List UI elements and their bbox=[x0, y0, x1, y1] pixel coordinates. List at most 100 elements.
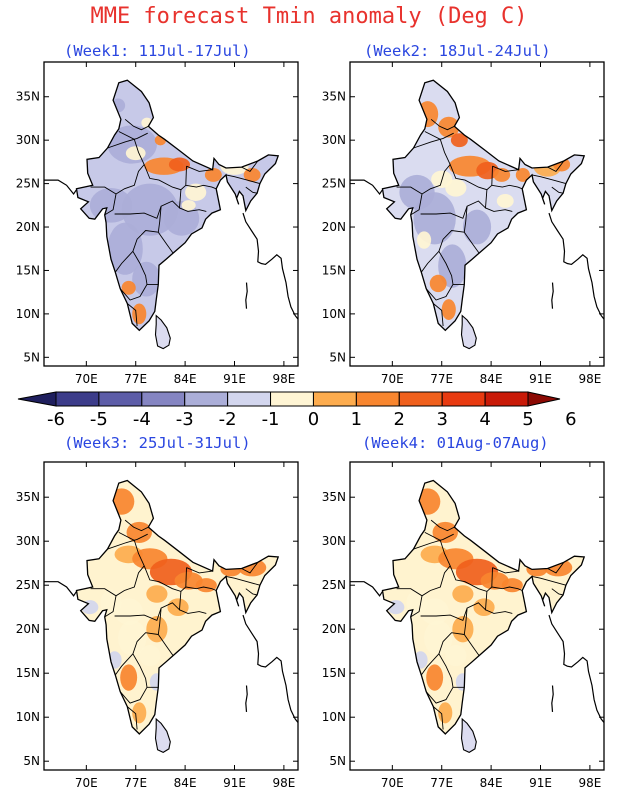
panel-title-week3: (Week3: 25Jul-31Jul) bbox=[64, 434, 251, 452]
anomaly-patch bbox=[452, 616, 474, 643]
state-boundary bbox=[124, 519, 149, 532]
state-boundary bbox=[531, 575, 567, 586]
state-boundary bbox=[485, 207, 513, 212]
india-outline bbox=[381, 79, 586, 332]
anomaly-patch bbox=[108, 488, 135, 515]
coastline bbox=[44, 581, 78, 597]
lat-label: 10N bbox=[322, 710, 346, 724]
anomaly-patch bbox=[168, 157, 191, 172]
state-boundary bbox=[179, 207, 207, 212]
state-boundary bbox=[413, 533, 454, 550]
colorbar-label: -5 bbox=[90, 409, 108, 430]
anomaly-patch bbox=[181, 200, 196, 211]
anomaly-patch bbox=[399, 174, 435, 210]
state-boundary bbox=[245, 186, 258, 194]
state-boundary bbox=[433, 303, 444, 327]
anomaly-patch bbox=[417, 231, 432, 249]
india-outline bbox=[75, 479, 280, 735]
map-panel-1: 35N 30N 25N 20N 15N 10N 5N 70E 77E 84E 91E 98E bbox=[16, 61, 299, 386]
lon-label: 70E bbox=[75, 372, 98, 386]
anomaly-patch bbox=[417, 101, 439, 128]
state-boundary bbox=[104, 193, 117, 216]
anomaly-patch bbox=[195, 578, 217, 593]
colorbar-label: 2 bbox=[394, 409, 405, 430]
colorbar-bin bbox=[55, 391, 100, 407]
anomaly-patch bbox=[445, 179, 467, 197]
state-boundary bbox=[424, 531, 493, 592]
state-boundary bbox=[107, 533, 148, 550]
colorbar-label: 3 bbox=[436, 409, 447, 430]
anomaly-patch bbox=[146, 616, 168, 643]
lat-label: 20N bbox=[16, 622, 40, 636]
lon-label: 91E bbox=[223, 372, 246, 386]
lat-label: 15N bbox=[322, 263, 346, 277]
lat-label: 20N bbox=[322, 622, 346, 636]
map-panel-3: 35N 30N 25N 20N 15N 10N 5N 70E 77E 84E 91E 98E bbox=[16, 461, 299, 790]
state-boundary bbox=[114, 189, 182, 219]
andaman-islands bbox=[245, 685, 248, 712]
anomaly-patch bbox=[424, 620, 453, 656]
lon-label: 98E bbox=[578, 372, 601, 386]
lat-label: 25N bbox=[322, 177, 346, 191]
lon-label: 91E bbox=[223, 776, 246, 790]
anomaly-patch bbox=[185, 183, 207, 201]
lat-label: 35N bbox=[322, 90, 346, 104]
colorbar-bin bbox=[312, 391, 357, 407]
lon-label: 98E bbox=[272, 372, 295, 386]
panel-frame bbox=[43, 61, 299, 367]
state-boundary bbox=[425, 284, 454, 301]
colorbar-bin bbox=[270, 391, 314, 407]
lat-label: 5N bbox=[329, 350, 346, 364]
coastline bbox=[242, 614, 299, 723]
state-boundary bbox=[438, 230, 465, 285]
state-boundary bbox=[245, 588, 258, 596]
state-boundary bbox=[396, 565, 451, 597]
colorbar-bin bbox=[398, 391, 443, 407]
lon-label: 98E bbox=[272, 776, 295, 790]
lon-label: 70E bbox=[75, 776, 98, 790]
lon-label: 70E bbox=[381, 776, 404, 790]
lon-label: 91E bbox=[529, 776, 552, 790]
map-panel-2: 35N 30N 25N 20N 15N 10N 5N 70E 77E 84E 91E 98E bbox=[322, 61, 605, 386]
state-boundary bbox=[485, 609, 513, 614]
colorbar-bin bbox=[355, 391, 400, 407]
anomaly-patch bbox=[100, 589, 122, 616]
lat-label: 15N bbox=[322, 666, 346, 680]
coastline bbox=[548, 212, 605, 320]
anomaly-patch bbox=[455, 673, 470, 691]
panel-frame bbox=[349, 61, 605, 367]
state-boundary bbox=[547, 160, 565, 172]
state-boundary bbox=[241, 160, 259, 172]
state-boundary bbox=[119, 284, 148, 301]
state-boundary bbox=[430, 519, 455, 532]
state-boundary bbox=[114, 653, 134, 676]
anomaly-patch bbox=[121, 280, 136, 295]
india-outline bbox=[75, 79, 280, 332]
lat-label: 30N bbox=[16, 534, 40, 548]
state-boundary bbox=[547, 562, 565, 574]
state-boundary bbox=[551, 588, 564, 596]
anomaly-patch bbox=[432, 521, 458, 543]
lon-label: 98E bbox=[578, 776, 601, 790]
anomaly-patch bbox=[139, 645, 161, 667]
anomaly-patch bbox=[426, 664, 444, 691]
anomaly-patch bbox=[132, 303, 147, 325]
colorbar-label: 5 bbox=[522, 409, 533, 430]
anomaly-patch bbox=[114, 598, 143, 625]
colorbar-label: -1 bbox=[262, 409, 280, 430]
lat-label: 5N bbox=[23, 350, 40, 364]
state-boundary bbox=[225, 575, 261, 586]
anomaly-patch bbox=[118, 620, 147, 656]
coastline bbox=[242, 212, 299, 320]
state-boundary bbox=[410, 595, 423, 618]
state-boundary bbox=[420, 591, 488, 622]
anomaly-patch bbox=[120, 664, 138, 691]
lat-label: 20N bbox=[16, 220, 40, 234]
state-boundary bbox=[185, 586, 217, 591]
lat-label: 5N bbox=[23, 754, 40, 768]
colorbar-label: 0 bbox=[308, 409, 319, 430]
lon-label: 84E bbox=[480, 776, 503, 790]
lat-label: 30N bbox=[322, 133, 346, 147]
state-boundary bbox=[179, 609, 207, 614]
